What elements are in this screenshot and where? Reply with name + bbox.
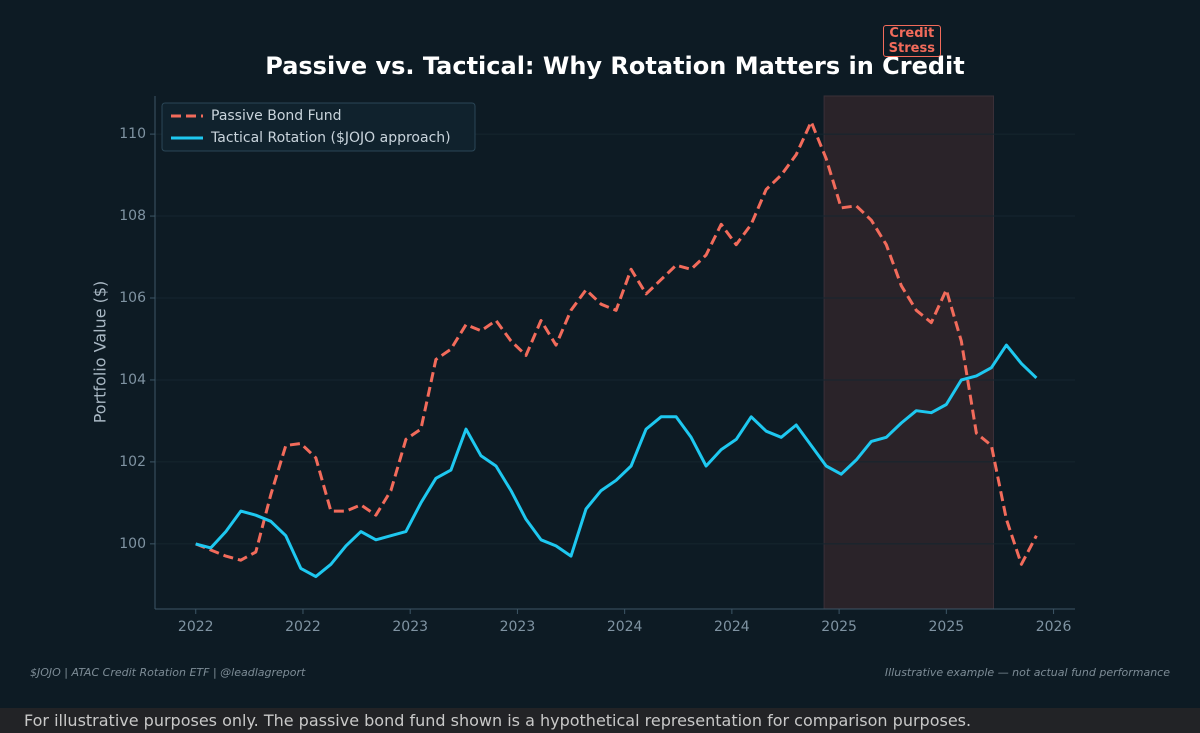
chart-title: Passive vs. Tactical: Why Rotation Matte… (265, 52, 965, 80)
x-tick-label: 2025 (929, 619, 965, 635)
x-tick-label: 2022 (285, 619, 321, 635)
legend-label: Tactical Rotation ($JOJO approach) (210, 130, 451, 146)
disclaimer: For illustrative purposes only. The pass… (0, 708, 1200, 733)
legend-box (161, 102, 476, 152)
y-tick-label: 102 (119, 454, 146, 470)
y-tick-label: 108 (119, 208, 146, 224)
x-tick-label: 2024 (714, 619, 750, 635)
y-axis-label: Portfolio Value ($) (91, 281, 110, 424)
x-tick-label: 2023 (500, 619, 536, 635)
series-line (195, 343, 1038, 579)
x-tick-label: 2023 (392, 619, 428, 635)
footer-left: $JOJO | ATAC Credit Rotation ETF | @lead… (30, 666, 306, 679)
x-tick-label: 2024 (607, 619, 643, 635)
shade-label: Credit Stress (882, 25, 941, 57)
x-tick-label: 2022 (178, 619, 214, 635)
y-tick-label: 110 (119, 126, 146, 142)
chart: Passive vs. Tactical: Why Rotation Matte… (30, 52, 1170, 679)
legend-label: Passive Bond Fund (211, 108, 342, 124)
x-tick-label: 2026 (1036, 619, 1072, 635)
y-tick-label: 100 (119, 536, 146, 552)
footer-right: Illustrative example — not actual fund p… (885, 666, 1170, 679)
y-tick-label: 106 (119, 290, 146, 306)
series-line (195, 120, 1038, 566)
y-tick-label: 104 (119, 372, 146, 388)
x-tick-label: 2025 (821, 619, 857, 635)
shade-region (823, 95, 995, 610)
